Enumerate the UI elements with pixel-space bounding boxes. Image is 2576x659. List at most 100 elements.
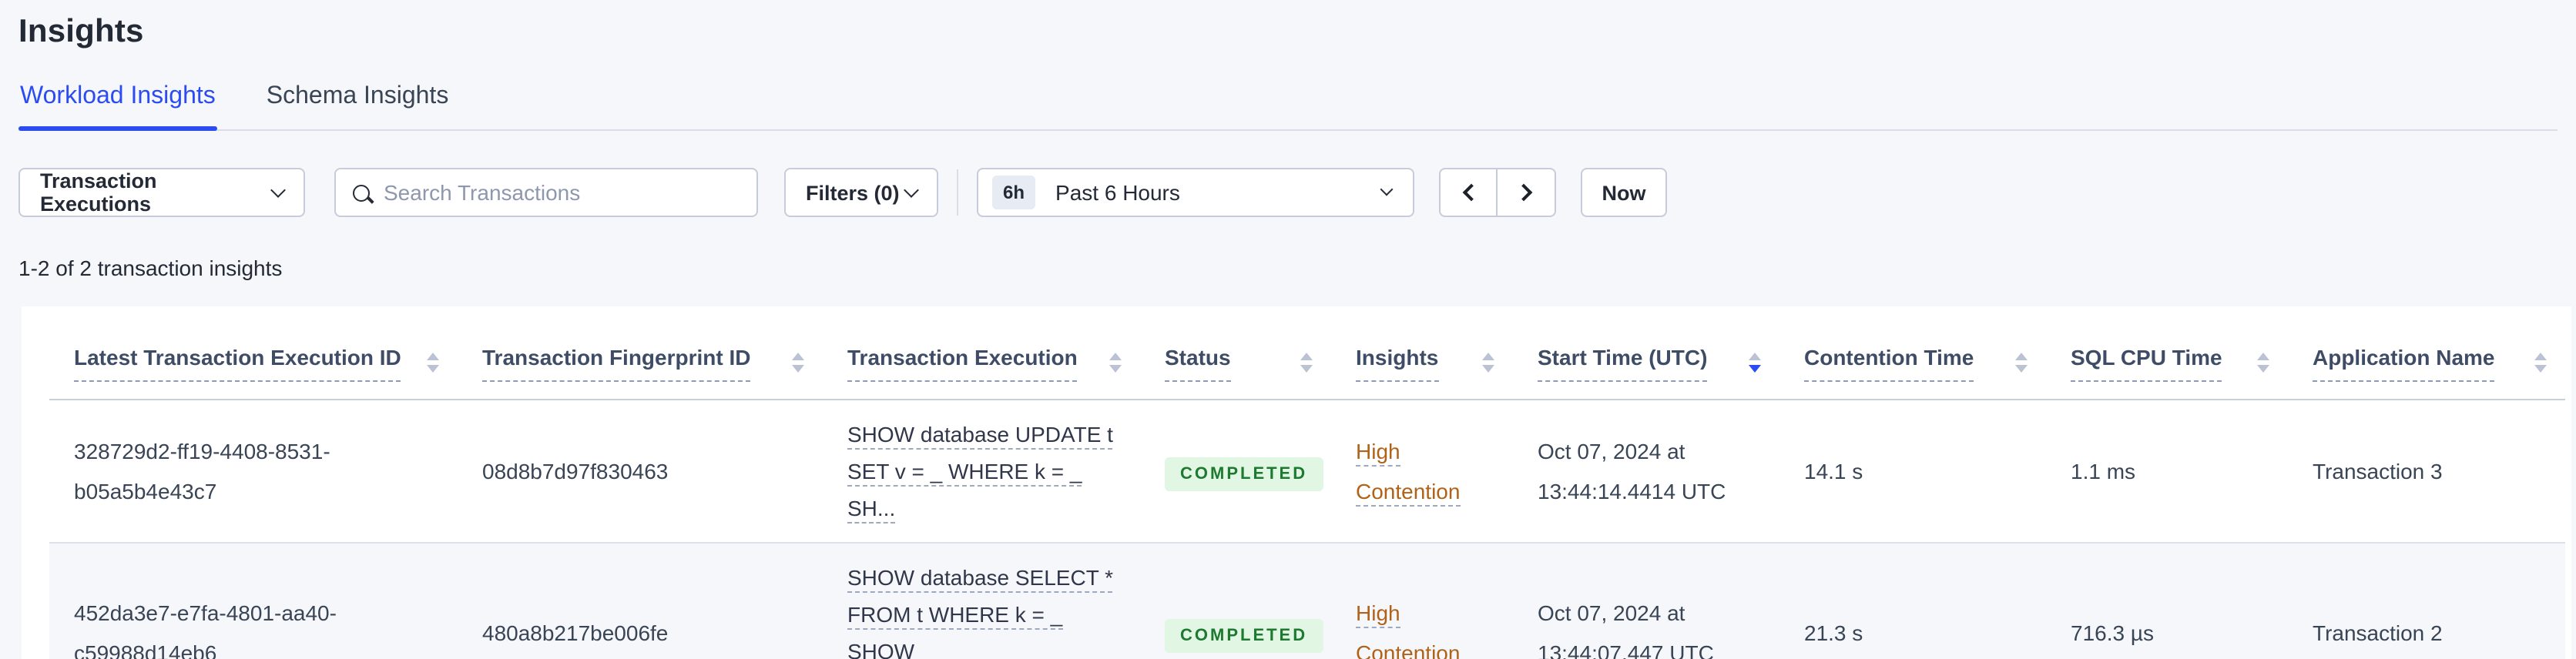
insights-table-card: Latest Transaction Execution ID Transacti… — [22, 306, 2571, 659]
start-time-value: Oct 07, 2024 at 13:44:07.447 UTC — [1538, 600, 1714, 659]
tab-schema-insights[interactable]: Schema Insights — [265, 83, 451, 129]
column-header-label: Application Name — [2313, 345, 2495, 381]
sort-desc-arrow — [427, 365, 439, 373]
column-header-application-name[interactable]: Application Name — [2288, 306, 2565, 400]
insights-cell: High Contention — [1331, 542, 1513, 659]
now-button[interactable]: Now — [1581, 168, 1667, 217]
insight-link-label: High Contention — [1356, 600, 1461, 659]
page-title: Insights — [18, 14, 144, 49]
execution-id-value: 328729d2-ff19-4408-8531-b05a5b4e43c7 — [74, 438, 330, 503]
sort-icon[interactable] — [1300, 353, 1313, 373]
column-header-transaction-fingerprint-id[interactable]: Transaction Fingerprint ID — [458, 306, 823, 400]
sql-cpu-time-cell: 1.1 ms — [2046, 399, 2288, 543]
column-header-sql-cpu-time[interactable]: SQL CPU Time — [2046, 306, 2288, 400]
table-header-row: Latest Transaction Execution ID Transacti… — [49, 306, 2565, 400]
execution-id-cell: 328729d2-ff19-4408-8531-b05a5b4e43c7 — [49, 399, 458, 543]
sql-statement-link[interactable]: SHOW database SELECT * — [847, 564, 1113, 592]
insight-link[interactable]: High Contention — [1356, 592, 1482, 659]
tab-workload-insights[interactable]: Workload Insights — [18, 83, 217, 131]
column-header-start-time-utc-[interactable]: Start Time (UTC) — [1513, 306, 1779, 400]
insight-type-select-value: Transaction Executions — [40, 169, 157, 216]
sort-icon[interactable] — [1749, 353, 1761, 373]
column-header-label: Insights — [1356, 345, 1439, 381]
time-range-picker[interactable]: 6h Past 6 Hours — [977, 168, 1414, 217]
column-header-inner: Latest Transaction Execution ID — [74, 345, 439, 381]
search-box[interactable] — [334, 168, 758, 217]
time-interval-badge: 6h — [992, 176, 1036, 209]
sort-icon[interactable] — [427, 353, 439, 373]
sql-statement-line: SHOW database UPDATE t — [847, 415, 1122, 452]
column-header-inner: Transaction Fingerprint ID — [482, 345, 804, 381]
sort-desc-arrow — [1749, 365, 1761, 373]
sql-cpu-time-cell: 716.3 µs — [2046, 542, 2288, 659]
fingerprint-id-value: 480a8b217be006fe — [482, 620, 669, 644]
sort-asc-arrow — [1109, 353, 1122, 361]
sql-statement-link[interactable]: SHOW database UPDATE t — [847, 421, 1113, 449]
sort-asc-arrow — [1300, 353, 1313, 361]
column-header-inner: Insights — [1356, 345, 1494, 381]
status-badge: COMPLETED — [1165, 457, 1323, 490]
status-badge: COMPLETED — [1165, 618, 1323, 652]
results-summary: 1-2 of 2 transaction insights — [18, 256, 283, 280]
sql-statement-link[interactable]: FROM t WHERE k = _ SHOW — [847, 601, 1063, 659]
insights-cell: High Contention — [1331, 399, 1513, 543]
status-cell: COMPLETED — [1140, 399, 1331, 543]
sort-desc-arrow — [792, 365, 804, 373]
column-header-label: Transaction Fingerprint ID — [482, 345, 751, 381]
sql-statement-link[interactable]: SET v = _ WHERE k = _ SH... — [847, 458, 1082, 523]
tab-bar: Workload Insights Schema Insights — [18, 83, 2558, 131]
sort-icon[interactable] — [1482, 353, 1494, 373]
insight-link[interactable]: High Contention — [1356, 430, 1482, 510]
sort-desc-arrow — [2015, 365, 2028, 373]
chevron-down-icon — [904, 182, 919, 197]
sort-icon[interactable] — [792, 353, 804, 373]
start-time-cell: Oct 07, 2024 at 13:44:14.4414 UTC — [1513, 399, 1779, 543]
transaction-execution-cell: SHOW database SELECT * FROM t WHERE k = _… — [823, 542, 1140, 659]
column-header-transaction-execution[interactable]: Transaction Execution — [823, 306, 1140, 400]
time-range-label: Past 6 Hours — [1055, 180, 1180, 205]
sort-desc-arrow — [1482, 365, 1494, 373]
search-icon — [353, 184, 370, 201]
chevron-right-icon — [1514, 183, 1533, 202]
column-header-inner: Transaction Execution — [847, 345, 1122, 381]
sql-statement-line: SET v = _ WHERE k = _ SH... — [847, 452, 1122, 526]
fingerprint-id-value: 08d8b7d97f830463 — [482, 458, 669, 483]
insight-type-select[interactable]: Transaction Executions — [18, 168, 305, 217]
column-header-contention-time[interactable]: Contention Time — [1779, 306, 2046, 400]
active-tab-underline — [18, 126, 217, 131]
column-header-label: Status — [1165, 345, 1231, 381]
sort-asc-arrow — [2015, 353, 2028, 361]
sort-icon[interactable] — [2015, 353, 2028, 373]
column-header-inner: Status — [1165, 345, 1313, 381]
sort-desc-arrow — [1300, 365, 1313, 373]
execution-id-value: 452da3e7-e7fa-4801-aa40-c59988d14eb6 — [74, 600, 337, 659]
next-time-button[interactable] — [1498, 168, 1556, 217]
sort-desc-arrow — [2257, 365, 2269, 373]
sort-asc-arrow — [792, 353, 804, 361]
column-header-inner: Contention Time — [1804, 345, 2028, 381]
fingerprint-id-cell: 480a8b217be006fe — [458, 542, 823, 659]
filters-button[interactable]: Filters (0) — [784, 168, 938, 217]
sort-icon[interactable] — [1109, 353, 1122, 373]
search-input[interactable] — [384, 180, 740, 205]
contention-time-cell: 14.1 s — [1779, 399, 2046, 543]
application-name-cell: Transaction 2 — [2288, 542, 2565, 659]
column-header-label: Transaction Execution — [847, 345, 1078, 381]
chevron-left-icon — [1461, 183, 1480, 202]
status-cell: COMPLETED — [1140, 542, 1331, 659]
execution-id-cell: 452da3e7-e7fa-4801-aa40-c59988d14eb6 — [49, 542, 458, 659]
column-header-inner: Start Time (UTC) — [1538, 345, 1761, 381]
column-header-inner: Application Name — [2313, 345, 2547, 381]
prev-time-button[interactable] — [1439, 168, 1498, 217]
table-row: 328729d2-ff19-4408-8531-b05a5b4e43c7 08d8… — [49, 399, 2565, 543]
table-row: 452da3e7-e7fa-4801-aa40-c59988d14eb6 480a… — [49, 542, 2565, 659]
sort-icon[interactable] — [2257, 353, 2269, 373]
transaction-insights-table: Latest Transaction Execution ID Transacti… — [49, 306, 2565, 659]
column-header-status[interactable]: Status — [1140, 306, 1331, 400]
chevron-down-icon — [1380, 182, 1394, 196]
column-header-insights[interactable]: Insights — [1331, 306, 1513, 400]
column-header-latest-transaction-execution-id[interactable]: Latest Transaction Execution ID — [49, 306, 458, 400]
toolbar-divider — [957, 169, 958, 216]
sort-icon[interactable] — [2534, 353, 2547, 373]
